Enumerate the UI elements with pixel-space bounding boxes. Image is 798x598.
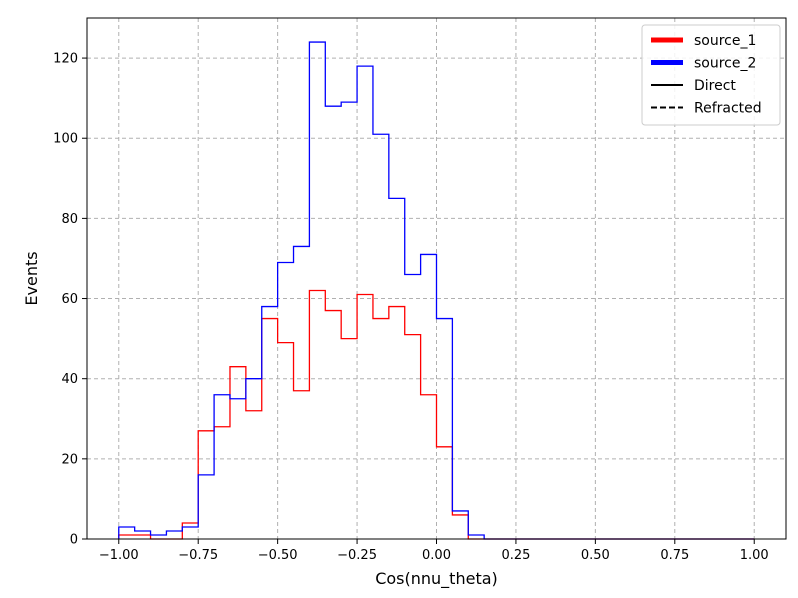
- x-tick-label-2: −0.50: [258, 548, 298, 563]
- y-axis-title: Events: [22, 251, 41, 305]
- bin-source_2-21: [452, 511, 468, 539]
- legend-entry-3: Refracted: [651, 101, 762, 117]
- legend-entry-0: source_1: [651, 33, 756, 49]
- legend: source_1 source_2 Direct Refracted: [641, 24, 781, 126]
- x-tick-label-8: 1.00: [740, 548, 769, 563]
- x-tick-label-5: 0.25: [501, 548, 530, 563]
- y-tick-label-3: 60: [61, 292, 78, 307]
- bin-source_2-3: [166, 531, 182, 539]
- bin-source_2-22: [468, 535, 484, 539]
- y-tick-label-6: 120: [53, 52, 78, 67]
- x-tick-label-0: −1.00: [99, 548, 139, 563]
- x-axis-title: Cos(nnu_theta): [375, 569, 498, 589]
- bin-source_2-1: [135, 531, 151, 539]
- x-tick-label-6: 0.50: [581, 548, 610, 563]
- legend-label-1: source_2: [694, 56, 756, 72]
- bin-source_2-20: [437, 319, 453, 539]
- bin-source_2-4: [182, 527, 198, 539]
- x-tick-label-7: 0.75: [660, 548, 689, 563]
- legend-entry-1: source_2: [651, 56, 756, 72]
- bin-source_2-11: [294, 246, 310, 539]
- legend-label-0: source_1: [694, 33, 756, 49]
- bin-source_2-7: [230, 399, 246, 539]
- legend-entry-2: Direct: [651, 78, 736, 94]
- x-axis-ticks: −1.00 −0.75 −0.50 −0.25 0.00 0.25 0.50 0.75 1.00: [99, 539, 769, 563]
- y-tick-label-5: 100: [53, 132, 78, 147]
- x-tick-label-3: −0.25: [337, 548, 377, 563]
- bin-source_2-6: [214, 395, 230, 539]
- bin-source_2-14: [341, 102, 357, 539]
- legend-box: [641, 24, 781, 126]
- legend-label-3: Refracted: [694, 101, 762, 117]
- bin-source_2-8: [246, 379, 262, 539]
- bin-source_2-13: [325, 106, 341, 539]
- legend-label-2: Direct: [694, 78, 736, 94]
- y-tick-label-1: 20: [61, 452, 78, 467]
- y-axis-ticks: 0 20 40 60 80 100 120: [53, 52, 87, 548]
- bin-source_2-5: [198, 475, 214, 539]
- x-tick-label-1: −0.75: [178, 548, 218, 563]
- bin-source_2-19: [421, 254, 437, 539]
- bin-source_2-17: [389, 198, 405, 539]
- y-tick-label-0: 0: [70, 533, 78, 548]
- bin-source_2-0: [119, 527, 135, 539]
- bin-source_2-18: [405, 274, 421, 539]
- bin-source_2-15: [357, 66, 373, 539]
- y-tick-label-4: 80: [61, 212, 78, 227]
- x-tick-label-4: 0.00: [422, 548, 451, 563]
- bin-source_2-16: [373, 134, 389, 539]
- bin-source_2-9: [262, 307, 278, 539]
- bin-source_2-12: [309, 42, 325, 539]
- bin-source_2-10: [278, 262, 294, 539]
- bin-source_2-2: [151, 535, 167, 539]
- y-tick-label-2: 40: [61, 372, 78, 387]
